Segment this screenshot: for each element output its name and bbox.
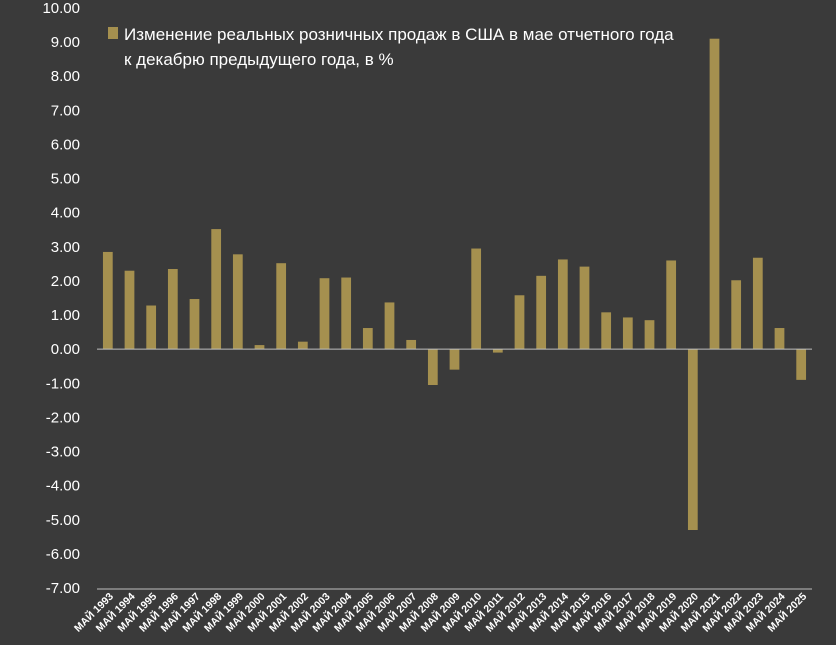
bar [406, 339, 417, 350]
bar [579, 266, 590, 350]
bar [384, 302, 395, 350]
y-tick-label: 10.00 [42, 0, 80, 17]
bar [211, 229, 222, 350]
bar [189, 299, 200, 350]
bar [774, 328, 785, 350]
bar [319, 278, 330, 350]
bar [709, 38, 720, 350]
legend-line-1: Изменение реальных розничных продаж в СШ… [124, 25, 674, 44]
legend-swatch [108, 27, 118, 39]
bar [276, 263, 287, 350]
y-tick-label: 9.00 [51, 34, 80, 51]
bar [341, 277, 352, 350]
bar [644, 320, 655, 350]
y-tick-label: 1.00 [51, 307, 80, 324]
y-tick-label: -4.00 [46, 478, 80, 495]
y-tick-label: -6.00 [46, 546, 80, 563]
bar [449, 349, 460, 370]
bar [146, 305, 157, 350]
legend-line-2: к декабрю предыдущего года, в % [124, 50, 394, 69]
bar [427, 349, 438, 385]
y-tick-label: -1.00 [46, 375, 80, 392]
y-tick-label: -5.00 [46, 512, 80, 529]
y-tick-label: -7.00 [46, 580, 80, 597]
y-tick-label: -2.00 [46, 409, 80, 426]
bar [622, 317, 633, 350]
y-tick-label: 7.00 [51, 102, 80, 119]
y-tick-label: 2.00 [51, 273, 80, 290]
bars [102, 38, 807, 530]
y-tick-label: -3.00 [46, 444, 80, 461]
y-axis-ticks: 10.00 9.00 8.00 7.00 6.00 5.00 4.00 3.00 2.00 1.0… [42, 0, 80, 597]
bar [601, 312, 612, 350]
bar [297, 341, 308, 350]
bar [362, 328, 373, 350]
bar [102, 251, 113, 350]
legend: Изменение реальных розничных продаж в СШ… [108, 25, 674, 69]
bar [254, 345, 265, 350]
y-tick-label: 5.00 [51, 171, 80, 188]
bar [731, 280, 742, 350]
bar [796, 349, 807, 380]
bar [167, 269, 178, 350]
y-tick-label: 6.00 [51, 136, 80, 153]
bar [666, 260, 677, 350]
bar [687, 349, 698, 530]
y-tick-label: 0.00 [51, 341, 80, 358]
y-tick-label: 3.00 [51, 239, 80, 256]
bar [536, 275, 547, 350]
bar [492, 349, 503, 353]
bar [124, 270, 135, 350]
bar [514, 295, 525, 350]
bar [752, 257, 763, 350]
y-tick-label: 4.00 [51, 205, 80, 222]
bar [557, 259, 568, 350]
y-tick-label: 8.00 [51, 68, 80, 85]
bar [232, 254, 243, 350]
bar [471, 248, 482, 350]
